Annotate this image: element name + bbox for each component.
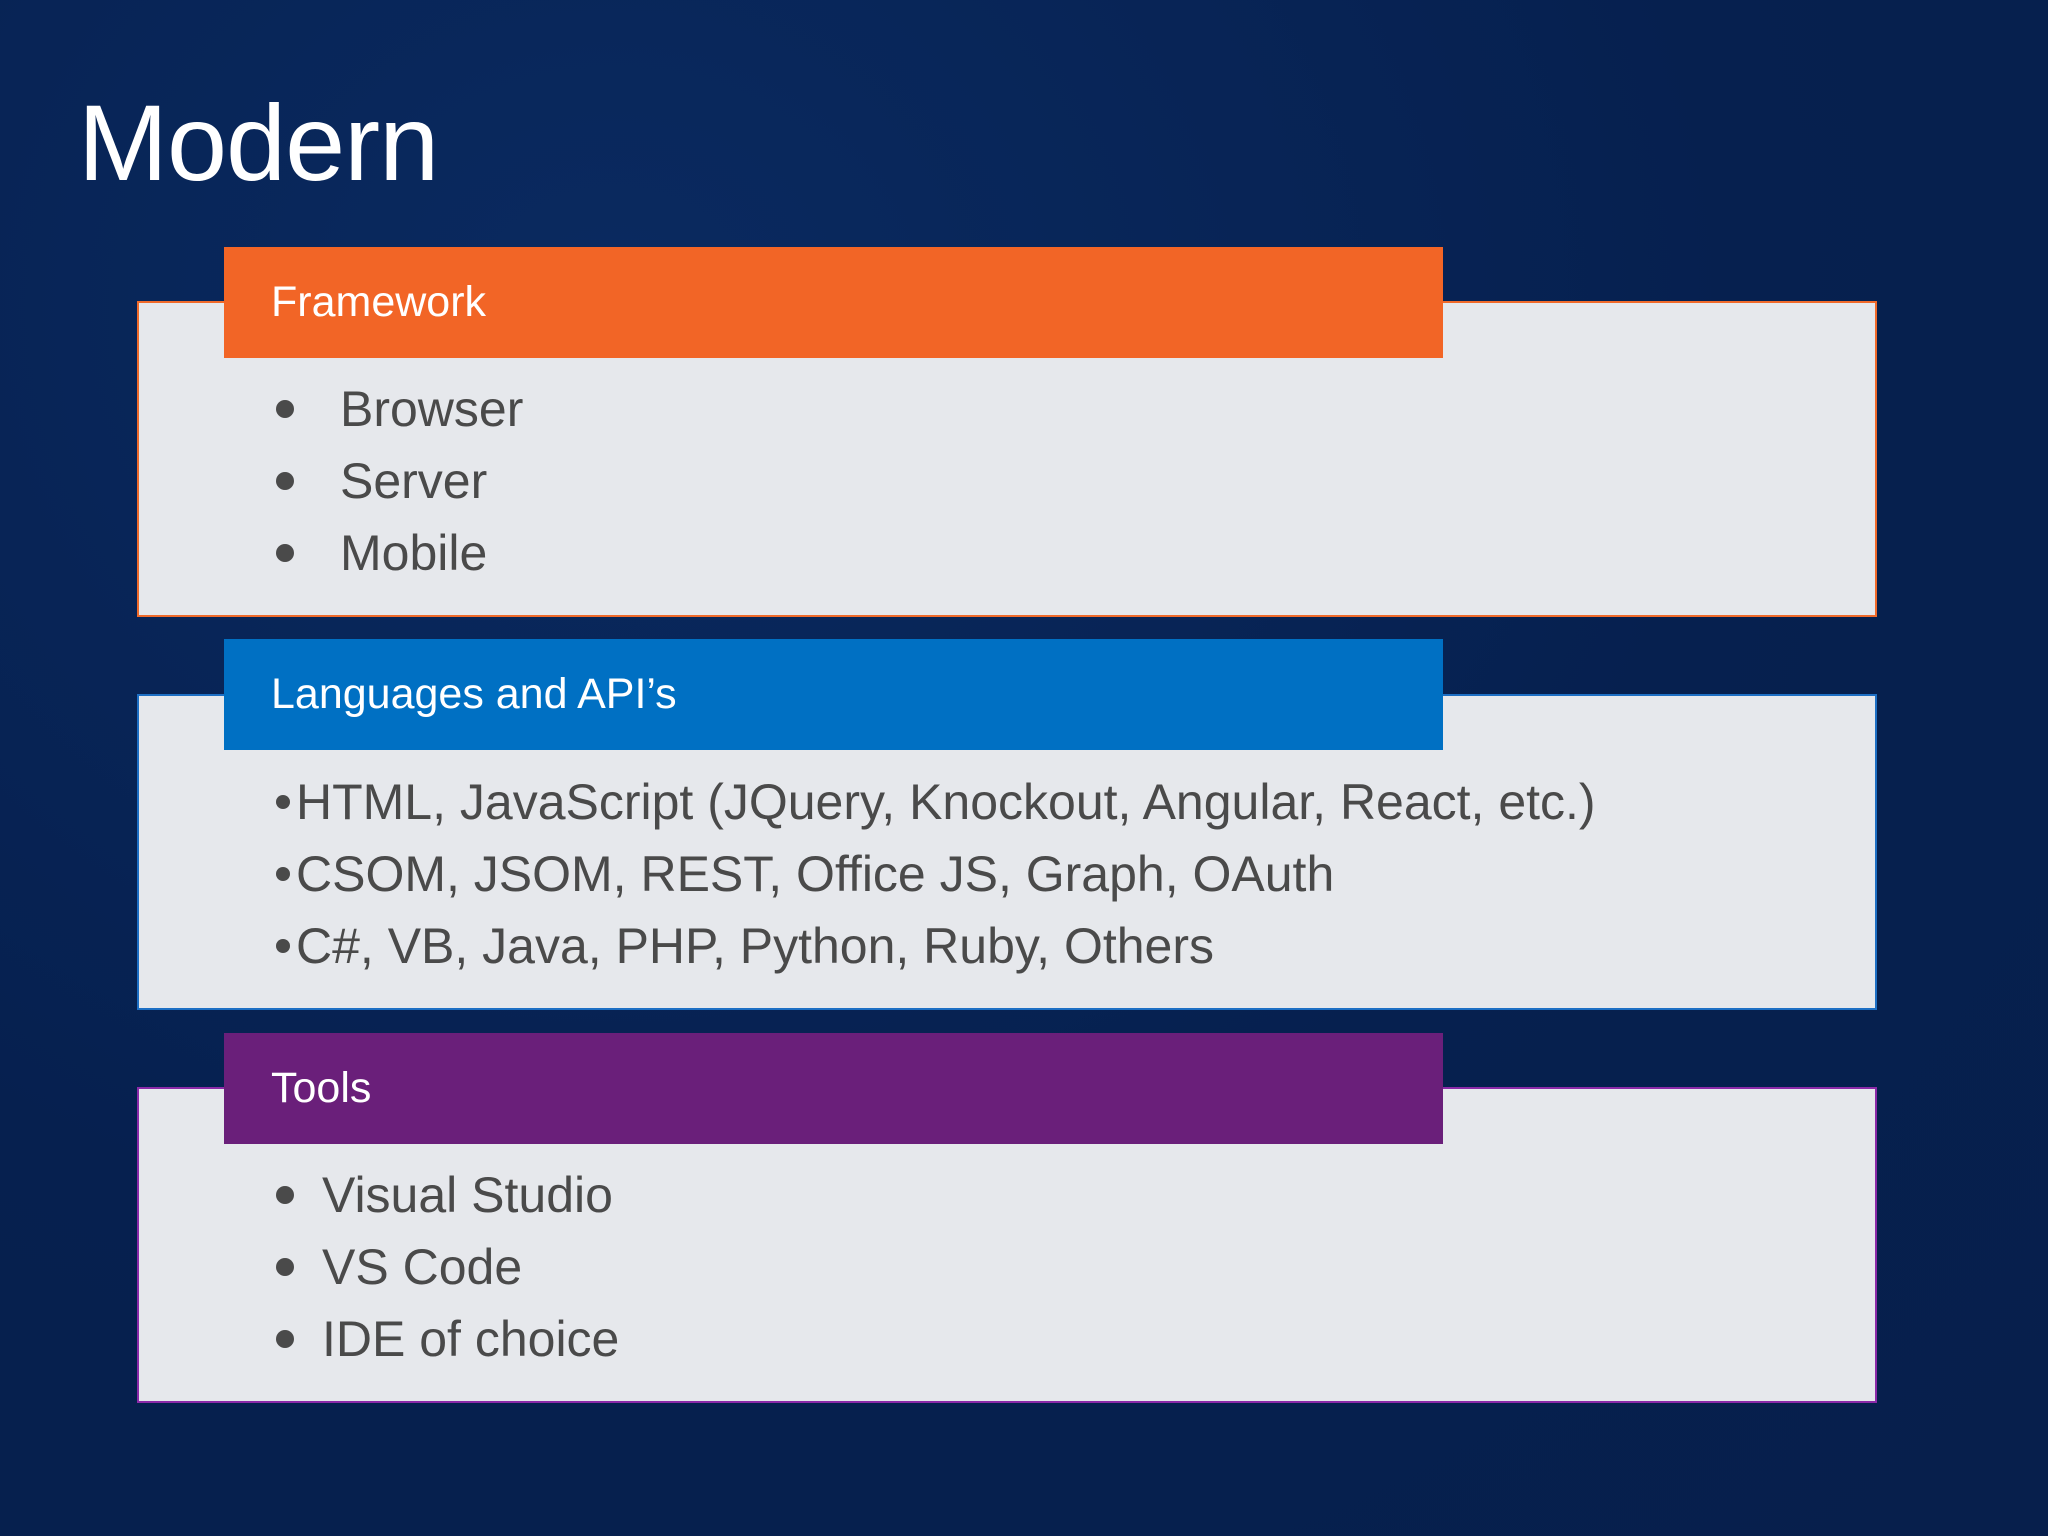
bullet-icon bbox=[276, 867, 290, 881]
tools-header: Tools bbox=[224, 1033, 1443, 1144]
list-item: Mobile bbox=[276, 517, 523, 589]
bullet-icon bbox=[276, 795, 290, 809]
list-item-text: VS Code bbox=[322, 1239, 523, 1295]
tools-header-label: Tools bbox=[271, 1064, 372, 1112]
framework-header: Framework bbox=[224, 247, 1443, 358]
list-item: HTML, JavaScript (JQuery, Knockout, Angu… bbox=[276, 766, 1596, 838]
list-item-text: HTML, JavaScript (JQuery, Knockout, Angu… bbox=[296, 774, 1596, 830]
list-item: C#, VB, Java, PHP, Python, Ruby, Others bbox=[276, 910, 1596, 982]
list-item-text: Server bbox=[340, 453, 488, 509]
list-item: Server bbox=[276, 445, 523, 517]
list-item-text: Mobile bbox=[340, 525, 488, 581]
bullet-icon bbox=[276, 544, 294, 562]
tools-list: Visual Studio VS Code IDE of choice bbox=[276, 1159, 619, 1375]
framework-header-label: Framework bbox=[271, 278, 487, 326]
list-item: IDE of choice bbox=[276, 1303, 619, 1375]
list-item: Browser bbox=[276, 373, 523, 445]
bullet-icon bbox=[276, 1186, 294, 1204]
list-item-text: CSOM, JSOM, REST, Office JS, Graph, OAut… bbox=[296, 846, 1335, 902]
list-item-text: Visual Studio bbox=[322, 1167, 613, 1223]
bullet-icon bbox=[276, 939, 290, 953]
bullet-icon bbox=[276, 472, 294, 490]
list-item: CSOM, JSOM, REST, Office JS, Graph, OAut… bbox=[276, 838, 1596, 910]
bullet-icon bbox=[276, 1258, 294, 1276]
languages-header-label: Languages and API’s bbox=[271, 670, 677, 718]
slide-title: Modern bbox=[78, 82, 439, 203]
list-item: VS Code bbox=[276, 1231, 619, 1303]
languages-header: Languages and API’s bbox=[224, 639, 1443, 750]
languages-list: HTML, JavaScript (JQuery, Knockout, Angu… bbox=[276, 766, 1596, 982]
list-item-text: IDE of choice bbox=[322, 1311, 620, 1367]
list-item-text: Browser bbox=[340, 381, 524, 437]
list-item-text: C#, VB, Java, PHP, Python, Ruby, Others bbox=[296, 918, 1215, 974]
framework-list: Browser Server Mobile bbox=[276, 373, 523, 589]
bullet-icon bbox=[276, 400, 294, 418]
list-item: Visual Studio bbox=[276, 1159, 619, 1231]
bullet-icon bbox=[276, 1330, 294, 1348]
